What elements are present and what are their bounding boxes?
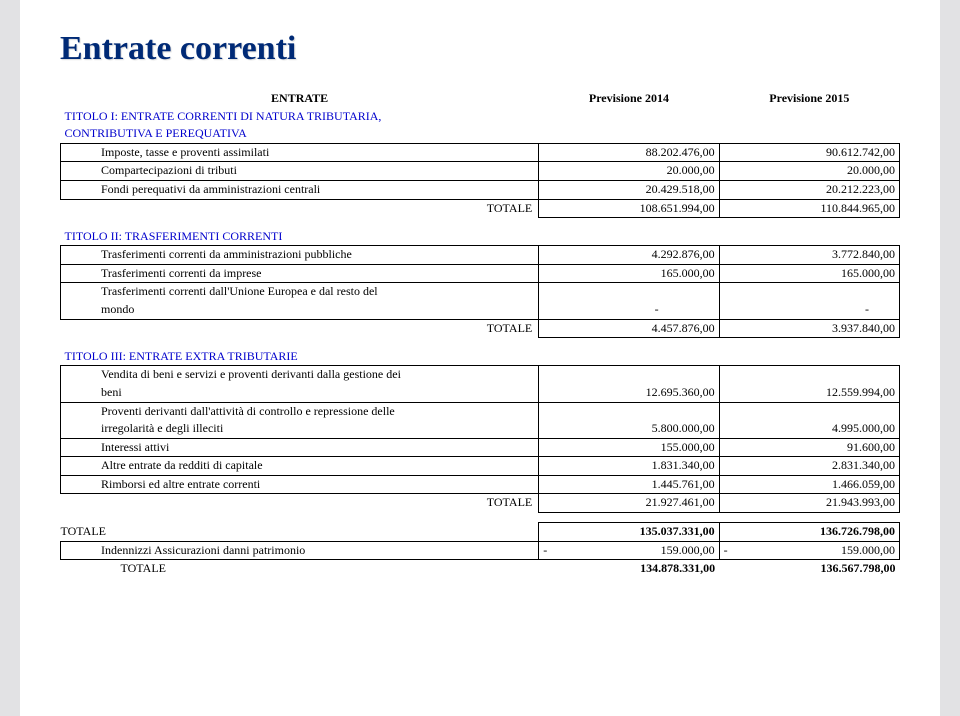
- financial-table: ENTRATE Previsione 2014 Previsione 2015 …: [60, 90, 900, 578]
- table-row: Proventi derivanti dall'attività di cont…: [61, 402, 900, 420]
- row-label: Trasferimenti correnti da imprese: [61, 264, 539, 283]
- table-row: Altre entrate da redditi di capitale 1.8…: [61, 457, 900, 476]
- indennizzi-label: Indennizzi Assicurazioni danni patrimoni…: [61, 541, 539, 560]
- row-label: mondo: [61, 301, 539, 319]
- grand-totale-row: TOTALE 135.037.331,00 136.726.798,00: [61, 523, 900, 542]
- titolo2-heading-row: TITOLO II: TRASFERIMENTI CORRENTI: [61, 228, 900, 246]
- row-val-2014: 5.800.000,00: [539, 420, 719, 438]
- row-val-2014: 155.000,00: [539, 438, 719, 457]
- final-totale-label: TOTALE: [61, 560, 539, 578]
- row-label: Altre entrate da redditi di capitale: [61, 457, 539, 476]
- titolo1-totale-row: TOTALE 108.651.994,00 110.844.965,00: [61, 199, 900, 218]
- header-entrate: ENTRATE: [61, 90, 539, 108]
- indennizzi-val: 159.000,00: [841, 543, 895, 559]
- neg-sign: -: [724, 543, 728, 559]
- totale-val-2015: 3.937.840,00: [719, 319, 899, 338]
- indennizzi-2015: - 159.000,00: [719, 541, 899, 560]
- grand-totale-label: TOTALE: [61, 523, 539, 542]
- row-val-2015: 4.995.000,00: [719, 420, 899, 438]
- row-val-2014: 20.429.518,00: [539, 180, 719, 199]
- indennizzi-row: Indennizzi Assicurazioni danni patrimoni…: [61, 541, 900, 560]
- row-val-2015: 20.212.223,00: [719, 180, 899, 199]
- final-totale-2014: 134.878.331,00: [539, 560, 719, 578]
- titolo1-heading-2: CONTRIBUTIVA E PEREQUATIVA: [61, 125, 539, 143]
- totale-label: TOTALE: [61, 494, 539, 513]
- row-val-2015: -: [719, 301, 899, 319]
- table-row: Trasferimenti correnti da amministrazion…: [61, 246, 900, 265]
- row-val-2015: 91.600,00: [719, 438, 899, 457]
- totale-label: TOTALE: [61, 319, 539, 338]
- table-row: Fondi perequativi da amministrazioni cen…: [61, 180, 900, 199]
- row-val-2014: 12.695.360,00: [539, 384, 719, 402]
- totale-val-2014: 4.457.876,00: [539, 319, 719, 338]
- row-label: Compartecipazioni di tributi: [61, 162, 539, 181]
- row-val-2014: 1.831.340,00: [539, 457, 719, 476]
- indennizzi-2014: - 159.000,00: [539, 541, 719, 560]
- row-label: Interessi attivi: [61, 438, 539, 457]
- table-row: Trasferimenti correnti da imprese 165.00…: [61, 264, 900, 283]
- row-label: Trasferimenti correnti dall'Unione Europ…: [61, 283, 539, 301]
- titolo3-heading-row: TITOLO III: ENTRATE EXTRA TRIBUTARIE: [61, 348, 900, 366]
- row-val-2015: 165.000,00: [719, 264, 899, 283]
- titolo1-heading-row: TITOLO I: ENTRATE CORRENTI DI NATURA TRI…: [61, 108, 900, 126]
- row-label: Proventi derivanti dall'attività di cont…: [61, 402, 539, 420]
- totale-val-2015: 110.844.965,00: [719, 199, 899, 218]
- row-val-2014: 88.202.476,00: [539, 143, 719, 162]
- table-row: Interessi attivi 155.000,00 91.600,00: [61, 438, 900, 457]
- titolo1-heading-row-2: CONTRIBUTIVA E PEREQUATIVA: [61, 125, 900, 143]
- document-page: Entrate correnti ENTRATE Previsione 2014…: [20, 0, 940, 716]
- grand-totale-2014: 135.037.331,00: [539, 523, 719, 542]
- table-row: Imposte, tasse e proventi assimilati 88.…: [61, 143, 900, 162]
- titolo3-heading: TITOLO III: ENTRATE EXTRA TRIBUTARIE: [61, 348, 539, 366]
- row-label: Imposte, tasse e proventi assimilati: [61, 143, 539, 162]
- grand-totale-2015: 136.726.798,00: [719, 523, 899, 542]
- totale-val-2014: 108.651.994,00: [539, 199, 719, 218]
- row-label: Trasferimenti correnti da amministrazion…: [61, 246, 539, 265]
- row-val-2015: 1.466.059,00: [719, 475, 899, 494]
- row-val-2015: 90.612.742,00: [719, 143, 899, 162]
- totale-val-2015: 21.943.993,00: [719, 494, 899, 513]
- neg-sign: -: [543, 543, 547, 559]
- table-row: Trasferimenti correnti dall'Unione Europ…: [61, 283, 900, 301]
- titolo2-totale-row: TOTALE 4.457.876,00 3.937.840,00: [61, 319, 900, 338]
- table-row: beni 12.695.360,00 12.559.994,00: [61, 384, 900, 402]
- final-totale-row: TOTALE 134.878.331,00 136.567.798,00: [61, 560, 900, 578]
- row-val-2014: -: [539, 301, 719, 319]
- row-label: Vendita di beni e servizi e proventi der…: [61, 366, 539, 384]
- table-header-row: ENTRATE Previsione 2014 Previsione 2015: [61, 90, 900, 108]
- header-prev-2015: Previsione 2015: [719, 90, 899, 108]
- titolo3-totale-row: TOTALE 21.927.461,00 21.943.993,00: [61, 494, 900, 513]
- table-row: irregolarità e degli illeciti 5.800.000,…: [61, 420, 900, 438]
- row-label: Fondi perequativi da amministrazioni cen…: [61, 180, 539, 199]
- header-prev-2014: Previsione 2014: [539, 90, 719, 108]
- titolo2-heading: TITOLO II: TRASFERIMENTI CORRENTI: [61, 228, 539, 246]
- table-row: Rimborsi ed altre entrate correnti 1.445…: [61, 475, 900, 494]
- row-val-2015: 12.559.994,00: [719, 384, 899, 402]
- totale-label: TOTALE: [61, 199, 539, 218]
- page-title: Entrate correnti: [60, 30, 900, 68]
- row-val-2014: 1.445.761,00: [539, 475, 719, 494]
- final-totale-2015: 136.567.798,00: [719, 560, 899, 578]
- row-label: Rimborsi ed altre entrate correnti: [61, 475, 539, 494]
- table-row: Compartecipazioni di tributi 20.000,00 2…: [61, 162, 900, 181]
- row-val-2014: 4.292.876,00: [539, 246, 719, 265]
- indennizzi-val: 159.000,00: [661, 543, 715, 559]
- row-val-2015: 3.772.840,00: [719, 246, 899, 265]
- table-row: Vendita di beni e servizi e proventi der…: [61, 366, 900, 384]
- row-val-2015: 20.000,00: [719, 162, 899, 181]
- row-label: beni: [61, 384, 539, 402]
- row-label: irregolarità e degli illeciti: [61, 420, 539, 438]
- totale-val-2014: 21.927.461,00: [539, 494, 719, 513]
- table-row: mondo - -: [61, 301, 900, 319]
- titolo1-heading-1: TITOLO I: ENTRATE CORRENTI DI NATURA TRI…: [61, 108, 539, 126]
- row-val-2015: 2.831.340,00: [719, 457, 899, 476]
- row-val-2014: 165.000,00: [539, 264, 719, 283]
- row-val-2014: 20.000,00: [539, 162, 719, 181]
